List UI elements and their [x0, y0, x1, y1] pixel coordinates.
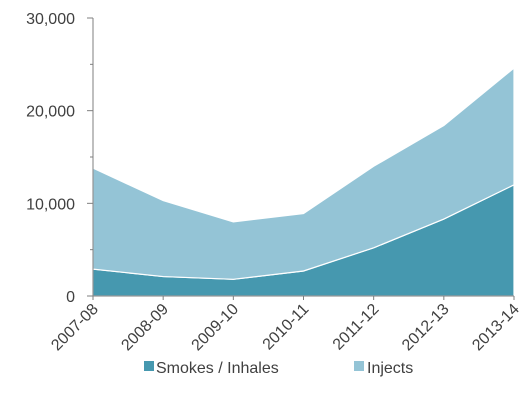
y-tick-label: 20,000 [26, 104, 75, 121]
y-tick-label: 30,000 [26, 11, 75, 28]
legend-swatch-2 [354, 361, 364, 371]
x-axis-ticks: 2007-08 2008-09 2009-10 2010-11 2011-12 2012-… [48, 296, 523, 354]
legend-label-1: Smokes / Inhales [156, 360, 279, 377]
legend: Smokes / Inhales Injects [144, 360, 413, 377]
area-series-2 [92, 66, 515, 280]
x-tick-label: 2013-14 [469, 301, 523, 355]
x-tick-label: 2012-13 [399, 301, 453, 355]
x-tick-label: 2008-09 [118, 301, 172, 355]
y-tick-label: 10,000 [26, 196, 75, 213]
x-tick-label: 2007-08 [48, 301, 102, 355]
x-tick-label: 2010-11 [260, 301, 313, 354]
legend-label-2: Injects [367, 360, 413, 377]
area-series-group [92, 66, 515, 297]
legend-swatch-1 [144, 361, 154, 371]
x-tick-label: 2009-10 [189, 301, 243, 355]
x-tick-label: 2011-12 [330, 301, 383, 354]
y-axis-ticks: 0 10,000 20,000 30,000 [26, 11, 93, 306]
y-tick-label: 0 [66, 289, 75, 306]
